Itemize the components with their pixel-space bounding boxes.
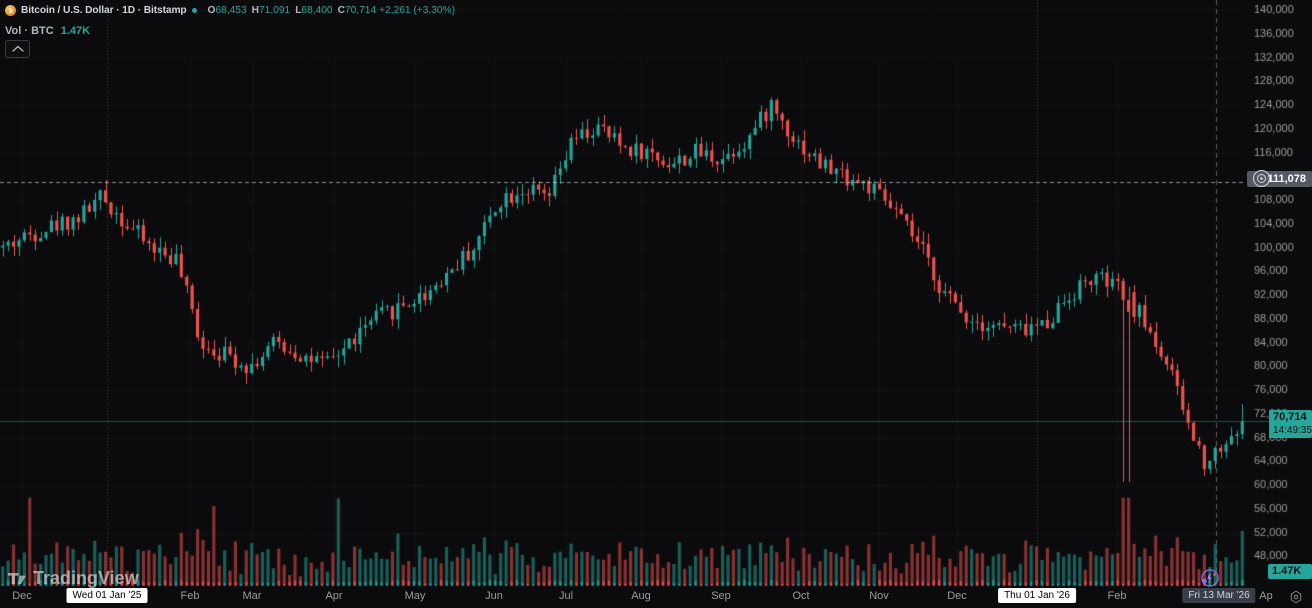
svg-text:₿: ₿ xyxy=(8,7,12,14)
